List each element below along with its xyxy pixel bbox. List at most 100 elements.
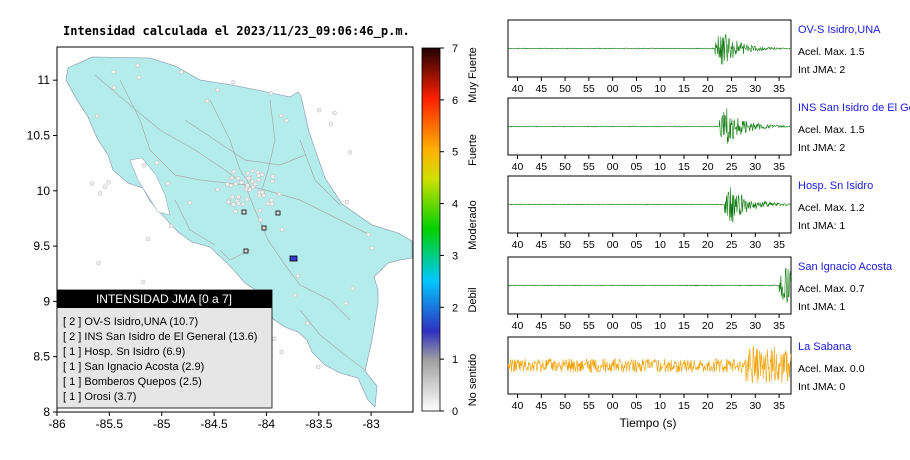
- trace-tick-label: 20: [702, 320, 714, 332]
- trace-tick-label: 00: [607, 83, 619, 95]
- trace-tick-label: 45: [535, 161, 547, 173]
- trace-tick-label: 20: [702, 239, 714, 251]
- map-y-tick-label: 9: [43, 294, 50, 308]
- network-station-dot: [328, 121, 334, 127]
- network-station-dot: [295, 273, 301, 279]
- network-station-dot: [231, 79, 236, 85]
- network-station-dot: [369, 245, 375, 251]
- network-station-dot: [270, 174, 276, 179]
- trace-tick-label: 30: [749, 239, 761, 251]
- trace-tick-label: 10: [654, 239, 666, 251]
- trace-peak-accel: Acel. Max. 0.7: [798, 283, 865, 295]
- trace-tick-label: 10: [654, 161, 666, 173]
- trace-tick-label: 05: [631, 320, 643, 332]
- colorbar-category-label: No sentido: [467, 354, 479, 407]
- legend-item: [ 2 ] INS San Isidro de El General (13.6…: [63, 331, 257, 343]
- network-station-dot: [154, 160, 160, 165]
- trace-tick-label: 05: [631, 83, 643, 95]
- network-station-dot: [235, 176, 241, 181]
- colorbar-tick-label: 7: [452, 43, 458, 55]
- map-y-tick-label: 11: [38, 73, 51, 87]
- station-marker-ov-s-isidro: [289, 255, 298, 262]
- network-station-dot: [106, 180, 111, 185]
- network-station-dot: [269, 197, 274, 203]
- waveform-trace: [507, 187, 792, 223]
- station-marker-hosp-sn-isidro: [261, 225, 267, 231]
- network-station-dot: [179, 69, 184, 75]
- network-station-dot: [292, 292, 298, 298]
- trace-jma-intensity: Int JMA: 1: [798, 220, 845, 232]
- trace-tick-label: 20: [702, 83, 714, 95]
- waveform-trace: [507, 34, 792, 65]
- trace-jma-intensity: Int JMA: 2: [798, 142, 845, 154]
- network-station-dot: [94, 113, 100, 119]
- trace-tick-label: 40: [512, 161, 524, 173]
- network-station-dot: [228, 183, 234, 188]
- network-station-dot: [279, 349, 284, 355]
- trace-tick-label: 25: [726, 320, 738, 332]
- waveform-trace: [507, 345, 792, 384]
- trace-peak-accel: Acel. Max. 1.2: [798, 202, 865, 214]
- trace-jma-intensity: Int JMA: 2: [798, 64, 845, 76]
- map-y-tick-label: 9.5: [33, 239, 50, 253]
- network-station-dot: [145, 236, 151, 242]
- network-station-dot: [258, 217, 263, 223]
- network-station-dot: [317, 107, 322, 113]
- trace-tick-label: 05: [631, 161, 643, 173]
- trace-tick-label: 20: [702, 400, 714, 412]
- intensity-legend: INTENSIDAD JMA [0 a 7] [ 2 ] OV-S Isidro…: [56, 289, 273, 409]
- network-station-dot: [250, 168, 255, 174]
- colorbar-tick-label: 6: [452, 95, 458, 107]
- network-station-dot: [238, 180, 244, 185]
- network-station-dot: [305, 320, 310, 326]
- network-station-dot: [245, 183, 250, 188]
- network-station-dot: [268, 91, 274, 96]
- network-station-dot: [231, 202, 236, 207]
- network-station-dot: [270, 179, 276, 184]
- trace-tick-label: 00: [607, 161, 619, 173]
- network-station-dot: [230, 194, 235, 200]
- map-x-tick-label: -85.5: [96, 417, 124, 431]
- road-network: [94, 74, 371, 371]
- colorbar-category-label: Fuerte: [467, 134, 479, 166]
- station-marker-orosi: [275, 210, 281, 216]
- trace-tick-label: 15: [678, 161, 690, 173]
- trace-tick-label: 55: [583, 161, 595, 173]
- network-station-dot: [366, 232, 371, 238]
- trace-tick-label: 55: [583, 83, 595, 95]
- trace-tick-label: 10: [654, 320, 666, 332]
- trace-tick-label: 55: [583, 400, 595, 412]
- legend-item: [ 1 ] San Ignacio Acosta (2.9): [63, 361, 204, 373]
- map-y-tick-label: 8.5: [33, 350, 50, 364]
- network-station-dot: [187, 200, 193, 205]
- station-network-dots: [89, 63, 375, 395]
- traces-xlabel: Tiempo (s): [620, 416, 677, 430]
- trace-tick-label: 45: [535, 83, 547, 95]
- network-station-dot: [245, 170, 250, 176]
- waveform-trace: [507, 267, 792, 304]
- map-x-tick-label: -85: [153, 417, 171, 431]
- trace-tick-label: 45: [535, 320, 547, 332]
- colorbar-category-label: Moderado: [467, 200, 479, 250]
- trace-tick-label: 55: [583, 320, 595, 332]
- colorbar-tick-label: 5: [452, 147, 458, 159]
- map-y-tick-label: 10.5: [27, 128, 51, 142]
- network-station-dot: [236, 194, 241, 200]
- map-x-tick-label: -83.5: [305, 417, 333, 431]
- network-station-dot: [316, 364, 321, 370]
- network-station-dot: [250, 179, 255, 184]
- trace-tick-label: 25: [726, 83, 738, 95]
- network-station-dot: [271, 336, 277, 341]
- colorbar-tick-label: 4: [452, 199, 458, 211]
- network-station-dot: [332, 110, 337, 116]
- network-station-dot: [343, 300, 349, 306]
- network-station-dot: [229, 175, 235, 181]
- waveform-panel: 40 45 50 55 00 05 10 15 20 25 30 35 San Ignacio Acos…: [507, 256, 893, 332]
- network-station-dot: [111, 85, 117, 90]
- trace-tick-label: 25: [726, 239, 738, 251]
- network-station-dot: [215, 187, 220, 192]
- station-marker-san-ignacio-acosta: [241, 209, 247, 215]
- trace-tick-label: 00: [607, 400, 619, 412]
- colorbar-category-label: Debil: [467, 287, 479, 312]
